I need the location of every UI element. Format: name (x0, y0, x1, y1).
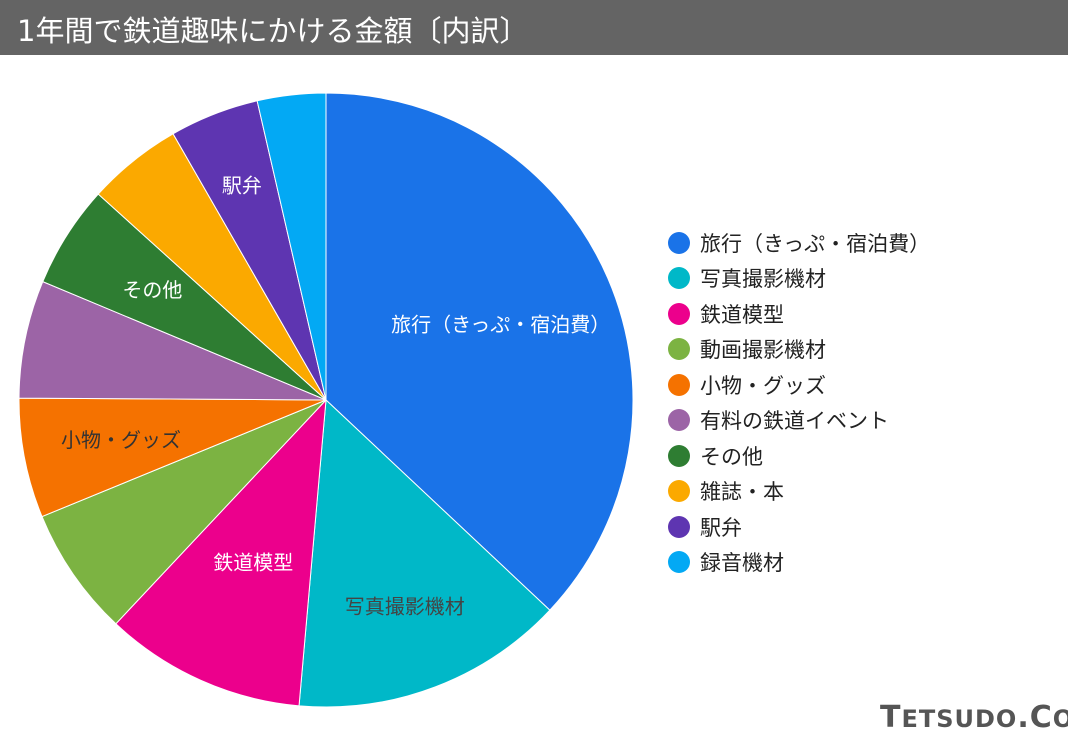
pie-slice (18, 280, 327, 401)
pie-slice (41, 399, 327, 625)
legend-item: 録音機材 (668, 545, 930, 581)
legend-swatch (668, 373, 690, 396)
slice-label: 小物・グッズ (61, 428, 181, 452)
legend-label: 有料の鉄道イベント (700, 409, 889, 434)
slice-label: 鉄道模型 (213, 551, 293, 575)
slice-label: 写真撮影機材 (345, 595, 465, 619)
pie-slice (298, 398, 551, 708)
legend-swatch (668, 444, 690, 467)
legend: 旅行（きっぷ・宿泊費） 写真撮影機材 鉄道模型動画撮影機材 小物・グッズ有料の鉄道イベ… (668, 225, 930, 580)
legend-swatch (668, 231, 690, 254)
legend-item: 旅行（きっぷ・宿泊費） (668, 225, 930, 261)
legend-label: 雑誌・本 (700, 480, 784, 505)
title-bar: 1年間で鉄道趣味にかける金額〔内訳〕 (0, 0, 1068, 55)
slice-label: その他 (122, 278, 182, 302)
legend-item: 雑誌・本 (668, 474, 930, 510)
pie-slice (18, 397, 327, 518)
legend-swatch (668, 338, 690, 361)
legend-swatch (668, 551, 690, 574)
legend-item: その他 (668, 438, 930, 474)
legend-swatch (668, 409, 690, 432)
legend-item: 写真撮影機材 (668, 261, 930, 297)
legend-item: 小物・グッズ (668, 367, 930, 403)
legend-label: 録音機材 (700, 551, 784, 576)
legend-label: その他 (700, 444, 763, 469)
legend-label: 写真撮影機材 (700, 267, 826, 292)
legend-label: 鉄道模型 (700, 302, 784, 327)
pie-slice (256, 92, 327, 401)
pie-slice (115, 398, 327, 707)
legend-item: 動画撮影機材 (668, 332, 930, 368)
legend-label: 駅弁 (700, 515, 742, 540)
legend-swatch (668, 267, 690, 290)
tetsudo-com-logo: TETSUDO.COM (880, 700, 1068, 735)
pie-slice (325, 92, 634, 611)
legend-item: 鉄道模型 (668, 296, 930, 332)
legend-label: 動画撮影機材 (700, 338, 826, 363)
slice-label: 旅行（きっぷ・宿泊費） (391, 312, 610, 336)
legend-swatch (668, 302, 690, 325)
legend-label: 旅行（きっぷ・宿泊費） (700, 231, 931, 256)
legend-item: 有料の鉄道イベント (668, 403, 930, 439)
pie-chart: 旅行（きっぷ・宿泊費） 写真撮影機材 鉄道模型 小物・グッズ その他 駅弁 (18, 92, 634, 708)
slice-label: 駅弁 (222, 174, 262, 198)
legend-swatch (668, 515, 690, 538)
legend-item: 駅弁 (668, 509, 930, 545)
legend-label: 小物・グッズ (700, 373, 826, 398)
legend-swatch (668, 480, 690, 503)
chart-title: 1年間で鉄道趣味にかける金額〔内訳〕 (17, 14, 529, 48)
